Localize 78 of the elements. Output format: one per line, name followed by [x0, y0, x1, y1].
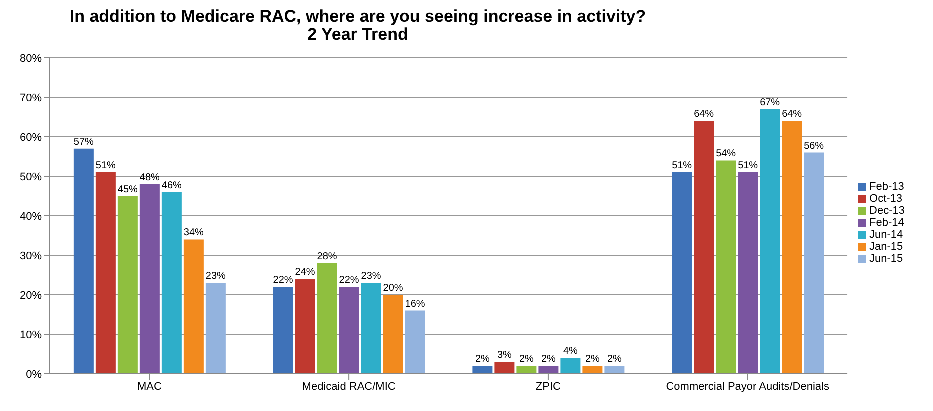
- bar: [494, 362, 515, 374]
- data-label: 2%: [541, 354, 556, 366]
- bar: [516, 366, 537, 374]
- bar: [162, 192, 182, 374]
- bar: [295, 279, 316, 374]
- bar: [738, 172, 758, 374]
- data-label: 64%: [782, 109, 802, 120]
- y-tick-label: 40%: [20, 210, 42, 223]
- bar: [339, 287, 360, 374]
- y-tick-label: 60%: [20, 132, 42, 144]
- legend-label: Feb-13: [870, 181, 904, 193]
- data-label: 34%: [184, 228, 204, 239]
- chart-title: In addition to Medicare RAC, where are you seeing increase in activity?: [68, 7, 648, 26]
- bar: [96, 172, 116, 374]
- bar: [74, 148, 94, 374]
- y-tick-label: 50%: [20, 171, 42, 184]
- bar: [694, 121, 714, 374]
- bar: [760, 109, 780, 374]
- bar: [140, 184, 160, 374]
- data-label: 22%: [339, 275, 360, 286]
- data-label: 57%: [74, 136, 94, 148]
- data-label: 2%: [519, 354, 534, 366]
- data-label: 24%: [295, 267, 316, 278]
- data-label: 23%: [206, 271, 226, 282]
- bar: [804, 152, 824, 374]
- data-label: 51%: [96, 160, 116, 172]
- bar: [672, 172, 692, 374]
- bar: [405, 310, 426, 374]
- data-label: 28%: [317, 251, 338, 262]
- data-label: 51%: [738, 160, 758, 172]
- y-tick-label: 80%: [20, 52, 42, 65]
- data-label: 4%: [563, 346, 578, 358]
- chart-subtitle: 2 Year Trend: [306, 25, 408, 44]
- data-label: 22%: [273, 275, 294, 286]
- y-tick-label: 20%: [20, 290, 42, 302]
- y-tick-label: 30%: [20, 250, 42, 262]
- bar: [273, 287, 294, 374]
- bar: [184, 240, 204, 374]
- legend-label: Dec-13: [870, 205, 905, 217]
- data-label: 56%: [804, 140, 824, 152]
- data-label: 16%: [405, 298, 426, 310]
- legend-label: Feb-14: [870, 217, 904, 229]
- data-label: 48%: [140, 172, 160, 184]
- bar: [560, 358, 581, 374]
- x-tick-label: Commercial Payor Audits/Denials: [666, 380, 830, 393]
- data-label: 3%: [497, 350, 512, 362]
- data-label: 64%: [694, 109, 714, 120]
- bar: [716, 160, 736, 374]
- bar: [472, 366, 493, 374]
- data-label: 2%: [475, 354, 490, 366]
- data-label: 54%: [716, 148, 736, 160]
- bar: [361, 283, 382, 374]
- bar: [782, 121, 802, 374]
- data-label: 67%: [760, 97, 780, 108]
- data-label: 20%: [383, 283, 404, 294]
- data-label: 23%: [361, 271, 382, 282]
- bar: [206, 283, 226, 374]
- bar: [317, 263, 338, 374]
- bar: [538, 366, 559, 374]
- legend-label: Jan-15: [870, 241, 904, 253]
- y-tick-label: 0%: [26, 368, 42, 381]
- bar: [118, 196, 138, 374]
- data-label: 2%: [585, 354, 600, 366]
- data-label: 51%: [672, 160, 692, 172]
- bar: [582, 366, 603, 374]
- data-label: 45%: [118, 184, 138, 196]
- y-tick-label: 70%: [20, 92, 42, 104]
- data-label: 46%: [162, 180, 182, 192]
- legend-label: Oct-13: [870, 193, 903, 205]
- data-label: 2%: [607, 354, 622, 366]
- legend-label: Jun-15: [870, 253, 904, 265]
- bar: [383, 295, 404, 374]
- x-tick-label: ZPIC: [536, 380, 562, 393]
- x-tick-label: Medicaid RAC/MIC: [302, 380, 396, 393]
- x-tick-label: MAC: [137, 380, 162, 393]
- legend-label: Jun-14: [870, 229, 904, 241]
- bar: [604, 366, 625, 374]
- y-tick-label: 10%: [20, 329, 42, 342]
